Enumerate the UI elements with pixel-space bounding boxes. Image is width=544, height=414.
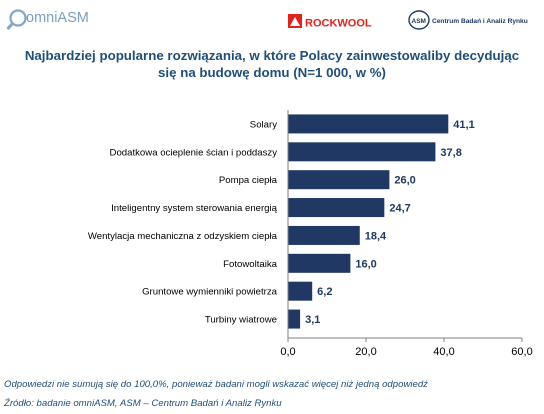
data-label-4: 18,4 [365,230,387,242]
category-label-5: Fotowoltaika [223,259,278,270]
bar-1 [288,142,436,162]
x-tick-label-2: 40,0 [433,346,454,358]
category-label-4: Wentylacja mechaniczna z odzyskiem ciepł… [88,231,278,242]
data-label-1: 37,8 [440,147,461,159]
x-tick-label-3: 60,0 [511,346,532,358]
bar-5 [288,253,351,273]
magnifier-icon [9,9,27,27]
asm-globe-icon [408,10,430,30]
data-label-0: 41,1 [453,119,474,131]
data-label-3: 24,7 [389,203,410,215]
bar-0 [288,114,449,134]
bar-4 [288,225,360,245]
category-label-7: Turbiny wiatrowe [205,315,277,326]
data-label-5: 16,0 [355,258,376,270]
rockwool-logo: ROCKWOOL [288,14,372,30]
asm-logo-short: ASM [412,18,426,25]
data-label-2: 26,0 [394,175,415,187]
x-tick-label-0: 0,0 [280,346,295,358]
category-label-6: Gruntowe wymienniki powietrza [142,287,278,298]
data-label-6: 6,2 [317,286,332,298]
chart-title-line1: Najbardziej popularne rozwiązania, w któ… [24,48,520,63]
asm-logo: ASM Centrum Badań i Analiz Rynku [408,10,528,30]
x-tick-label-1: 20,0 [355,346,376,358]
footnote-source: Źródło: badanie omniASM, ASM – Centrum B… [4,398,282,409]
omniasm-logo: omniASM [6,9,89,31]
asm-logo-full: Centrum Badań i Analiz Rynku [432,18,528,25]
chart-title: Najbardziej popularne rozwiązania, w któ… [0,47,544,81]
category-label-3: Inteligentny system sterowania energią [111,203,278,214]
footnote-note: Odpowiedzi nie sumują się do 100,0%, pon… [4,379,428,390]
category-label-2: Pompa ciepła [219,175,278,186]
rockwool-logo-text: ROCKWOOL [305,18,372,30]
chart-title-line2: się na budowę domu (N=1 000, w %) [158,65,386,80]
bar-7 [288,309,301,329]
category-label-1: Dodatkowa ocieplenie ścian i poddaszy [110,147,278,158]
bar-3 [288,198,385,218]
omniasm-logo-text: omniASM [26,10,89,26]
data-label-7: 3,1 [305,314,320,326]
bar-6 [288,281,313,301]
bar-2 [288,170,390,190]
category-label-0: Solary [250,119,277,130]
